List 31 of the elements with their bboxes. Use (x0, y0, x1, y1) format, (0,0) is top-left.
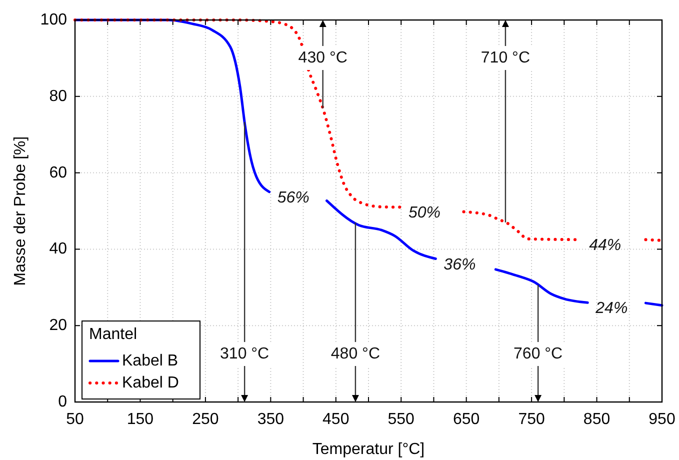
legend-label: Kabel D (122, 374, 179, 392)
x-tick-label: 150 (126, 411, 154, 428)
x-axis-title: Temperatur [°C] (312, 441, 425, 458)
y-tick-label: 80 (49, 88, 68, 105)
annotation: 44% (589, 237, 622, 254)
x-tick-label: 650 (452, 411, 480, 428)
legend-title: Mantel (89, 326, 138, 343)
ref-line-label: 760 °C (514, 346, 563, 362)
y-tick-label: 60 (49, 164, 68, 182)
y-tick-label: 20 (49, 317, 68, 334)
annotation: 50% (408, 204, 440, 222)
x-tick-label: 50 (66, 411, 84, 428)
ref-line-label: 480 °C (330, 346, 380, 362)
x-tick-label: 350 (257, 411, 284, 428)
y-axis-title: Masse der Probe [%] (12, 136, 29, 286)
x-tick-label: 850 (583, 411, 610, 428)
x-tick-label: 750 (518, 411, 545, 428)
annotation: 56% (277, 189, 310, 206)
x-tick-label: 950 (648, 411, 676, 428)
y-tick-label: 100 (40, 12, 68, 28)
ref-line-label: 310 °C (220, 346, 270, 362)
x-tick-label: 250 (192, 411, 219, 428)
y-tick-label: 0 (58, 394, 68, 410)
x-tick-label: 550 (388, 411, 415, 428)
legend-label: Kabel B (122, 352, 178, 370)
x-tick-label: 450 (322, 411, 350, 428)
annotation: 36% (444, 256, 476, 274)
ref-line-label: 430 °C (298, 50, 348, 66)
y-tick-label: 40 (49, 240, 68, 258)
annotation: 24% (594, 300, 628, 318)
ref-line-label: 710 °C (480, 50, 530, 66)
